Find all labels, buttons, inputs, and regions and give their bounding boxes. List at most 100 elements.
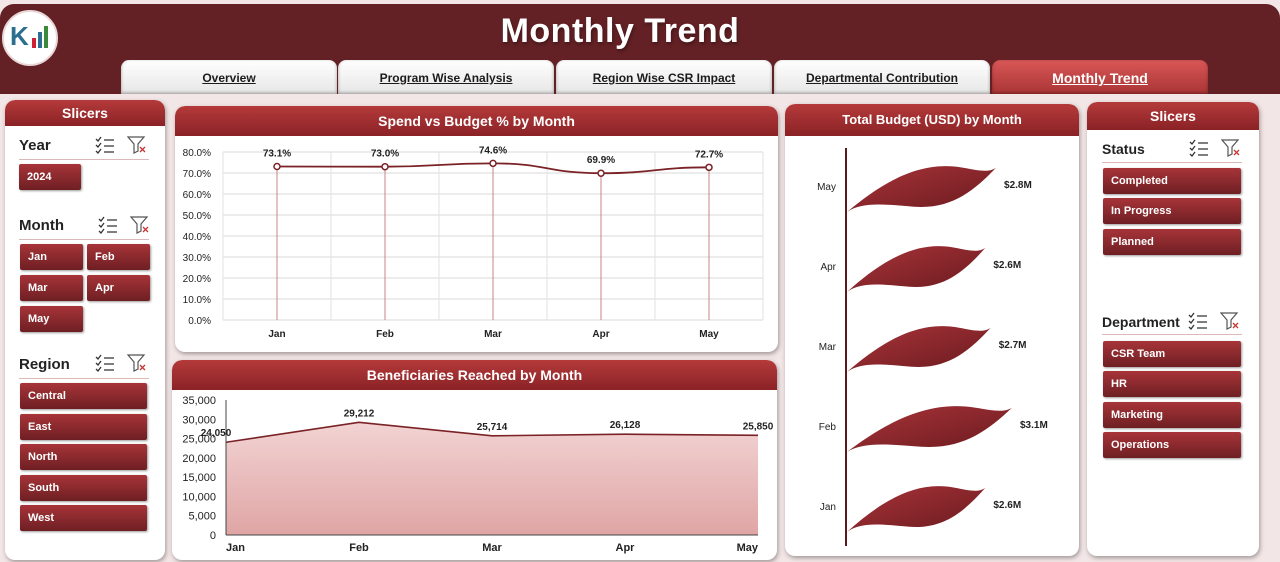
y-tick-label: 25,000 bbox=[182, 434, 216, 446]
slicer-month-jan[interactable]: Jan bbox=[20, 244, 83, 270]
multi-select-icon[interactable] bbox=[95, 136, 115, 154]
department-slicer-divider bbox=[1102, 334, 1242, 335]
data-label: $2.6M bbox=[993, 500, 1021, 511]
x-tick-label: Jan bbox=[226, 542, 245, 554]
y-tick-label: 15,000 bbox=[182, 472, 216, 484]
data-label: 74.6% bbox=[479, 145, 507, 156]
slicer-region-north[interactable]: North bbox=[20, 444, 147, 470]
y-tick-label: 30,000 bbox=[182, 414, 216, 426]
clear-filter-icon[interactable] bbox=[127, 354, 147, 372]
clear-filter-icon[interactable] bbox=[127, 136, 147, 154]
budget-bar bbox=[847, 486, 986, 532]
clear-filter-icon[interactable] bbox=[1220, 312, 1240, 330]
data-label: 25,714 bbox=[477, 422, 508, 433]
tab-program-wise-analysis[interactable]: Program Wise Analysis bbox=[338, 60, 554, 94]
slicer-month-mar[interactable]: Mar bbox=[20, 275, 83, 301]
month-slicer-title: Month bbox=[19, 217, 64, 234]
y-tick-label: Jan bbox=[820, 502, 836, 513]
y-tick-label: 40.0% bbox=[183, 232, 211, 243]
clear-filter-icon[interactable] bbox=[1221, 139, 1241, 157]
y-tick-label: 60.0% bbox=[183, 190, 211, 201]
multi-select-icon[interactable] bbox=[1188, 312, 1208, 330]
tab-overview[interactable]: Overview bbox=[121, 60, 337, 94]
beneficiaries-chart: 0 5,000 10,000 15,000 20,000 25,000 30,000 35,0… bbox=[182, 395, 774, 554]
multi-select-icon[interactable] bbox=[98, 216, 118, 234]
left-slicers-panel: Slicers Year 2024 Month Jan Feb Mar Apr … bbox=[5, 100, 165, 560]
y-tick-label: 5,000 bbox=[188, 511, 216, 523]
slicer-year-2024[interactable]: 2024 bbox=[19, 164, 81, 190]
total-budget-chart: May $2.8M Apr $2.6M Mar $2.7M Feb $3.1M Jan $2.6M bbox=[817, 148, 1048, 546]
slicer-region-south[interactable]: South bbox=[20, 475, 147, 501]
slicer-department-marketing[interactable]: Marketing bbox=[1103, 402, 1241, 428]
y-tick-label: 80.0% bbox=[183, 148, 211, 159]
data-label: 26,128 bbox=[610, 420, 641, 431]
y-tick-label: 10,000 bbox=[182, 491, 216, 503]
budget-bar bbox=[847, 246, 986, 292]
y-tick-label: Mar bbox=[819, 342, 837, 353]
slicer-status-completed[interactable]: Completed bbox=[1103, 168, 1241, 194]
status-slicer-title: Status bbox=[1102, 141, 1145, 157]
data-label: 73.0% bbox=[371, 149, 399, 160]
slicer-department-hr[interactable]: HR bbox=[1103, 371, 1241, 397]
clear-filter-icon[interactable] bbox=[130, 216, 150, 234]
y-tick-label: Feb bbox=[819, 422, 837, 433]
slicer-month-may[interactable]: May bbox=[20, 306, 83, 332]
data-label: 72.7% bbox=[695, 149, 723, 160]
x-tick-label: May bbox=[699, 329, 719, 340]
dashboard-header: K Monthly Trend bbox=[0, 0, 1280, 94]
slicer-region-east[interactable]: East bbox=[20, 414, 147, 440]
x-tick-label: Feb bbox=[349, 542, 369, 554]
tab-region-wise-csr-impact[interactable]: Region Wise CSR Impact bbox=[556, 60, 772, 94]
x-tick-label: Mar bbox=[482, 542, 502, 554]
spend-vs-budget-panel: Spend vs Budget % by Month 0.0% 10.0% 20.0… bbox=[175, 106, 778, 352]
slicer-status-planned[interactable]: Planned bbox=[1103, 229, 1241, 255]
slicer-status-in-progress[interactable]: In Progress bbox=[1103, 198, 1241, 224]
tab-monthly-trend[interactable]: Monthly Trend bbox=[992, 60, 1208, 94]
data-label: 25,850 bbox=[743, 421, 774, 432]
y-tick-label: 10.0% bbox=[183, 295, 211, 306]
x-tick-label: Mar bbox=[484, 329, 502, 340]
slicer-department-operations[interactable]: Operations bbox=[1103, 432, 1241, 458]
data-label: $2.7M bbox=[999, 340, 1027, 351]
slicer-region-central[interactable]: Central bbox=[20, 383, 147, 409]
budget-bar bbox=[847, 406, 1012, 452]
right-slicers-panel: Slicers Status Completed In Progress Pla… bbox=[1087, 102, 1259, 556]
data-label: 24,050 bbox=[201, 428, 232, 439]
total-budget-panel: Total Budget (USD) by Month May $2.8M Apr $… bbox=[785, 104, 1079, 556]
y-tick-label: 20.0% bbox=[183, 274, 211, 285]
left-slicers-title: Slicers bbox=[5, 100, 165, 126]
y-tick-label: 0.0% bbox=[188, 316, 211, 327]
data-point bbox=[273, 162, 281, 171]
y-tick-label: 70.0% bbox=[183, 169, 211, 180]
y-tick-label: 0 bbox=[210, 530, 216, 542]
data-point bbox=[705, 163, 713, 172]
multi-select-icon[interactable] bbox=[1189, 139, 1209, 157]
department-slicer-title: Department bbox=[1102, 314, 1180, 330]
region-slicer-title: Region bbox=[19, 356, 70, 373]
slicer-region-west[interactable]: West bbox=[20, 505, 147, 531]
status-slicer-divider bbox=[1102, 162, 1242, 163]
tab-departmental-contribution[interactable]: Departmental Contribution bbox=[774, 60, 990, 94]
y-tick-label: Apr bbox=[820, 262, 836, 273]
series-line bbox=[225, 421, 759, 444]
data-label: 29,212 bbox=[344, 408, 375, 419]
multi-select-icon[interactable] bbox=[95, 354, 115, 372]
spend-vs-budget-chart: 0.0% 10.0% 20.0% 30.0% 40.0% 50.0% 60.0% 70.0% 8… bbox=[183, 145, 764, 340]
data-label: $2.8M bbox=[1004, 180, 1032, 191]
slicer-month-feb[interactable]: Feb bbox=[87, 244, 150, 270]
company-logo: K bbox=[2, 10, 58, 66]
y-tick-label: 30.0% bbox=[183, 253, 211, 264]
data-label: $3.1M bbox=[1020, 420, 1048, 431]
right-slicers-title: Slicers bbox=[1087, 102, 1259, 130]
y-tick-label: 20,000 bbox=[182, 453, 216, 465]
month-slicer-divider bbox=[19, 239, 149, 240]
svg-text:K: K bbox=[10, 21, 29, 51]
slicer-department-csr-team[interactable]: CSR Team bbox=[1103, 341, 1241, 367]
series-area bbox=[226, 422, 758, 535]
data-label: 69.9% bbox=[587, 155, 615, 166]
slicer-month-apr[interactable]: Apr bbox=[87, 275, 150, 301]
x-tick-label: Jan bbox=[268, 329, 285, 340]
x-tick-label: May bbox=[737, 542, 759, 554]
data-label: 73.1% bbox=[263, 148, 291, 159]
y-tick-label: 35,000 bbox=[182, 395, 216, 407]
